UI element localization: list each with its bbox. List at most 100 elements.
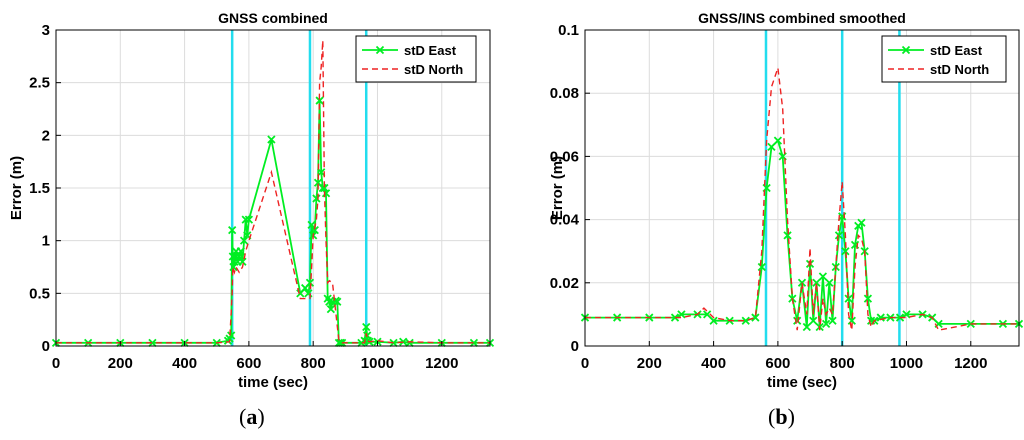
data-point-marker [703,310,712,319]
data-point-marker [844,294,853,303]
caption-letter: b [775,404,788,429]
plot-area [585,30,1019,346]
caption-letter: a [246,404,258,429]
data-point-marker [809,316,818,325]
legend: stD East stD North [355,35,477,83]
series-line-stD-north [56,40,490,344]
panel-b-caption: (b) [768,404,795,430]
y-tick-label: 0.04 [550,212,580,229]
data-point-marker [238,257,247,266]
y-tick-label: 0.1 [558,22,579,39]
data-point-marker [821,319,831,329]
axes-frame [584,29,1020,347]
legend-label-stD-north: stD North [404,62,463,77]
legend: stD East stD North [881,35,1007,83]
data-point-marker [334,338,344,347]
caption-open-paren: ( [239,404,247,429]
y-tick-label: 0 [42,338,50,355]
data-point-marker [751,313,760,322]
x-tick-label: 400 [701,355,726,372]
chart-panel-a: 0 200 400 600 800 1000 1200 0 0.5 1 1.5 2 2.5 3 GNSS c… [8,10,495,391]
data-point-marker [805,259,815,268]
data-point-marker [321,189,331,198]
data-point-marker [305,278,315,287]
data-point-marker [741,316,750,325]
data-point-marker [902,310,911,319]
data-point-marker [336,338,345,347]
x-tick-label: 400 [172,355,197,372]
x-tick-label: 200 [108,355,133,372]
caption-close-paren: ) [257,404,265,429]
data-point-marker [847,316,856,325]
data-point-marker [841,247,850,256]
series-line-stD-east [585,138,1019,328]
data-point-marker [267,135,276,144]
y-tick-label: 3 [42,22,50,39]
data-point-marker [325,297,334,306]
data-point-marker [389,338,398,347]
data-point-marker [802,322,811,332]
x-tick-label: 800 [301,355,326,372]
data-point-marker [228,225,237,235]
x-tick-label: 200 [637,355,662,372]
data-point-marker [857,218,866,227]
data-point-marker [863,294,873,303]
data-point-marker [677,310,686,319]
x-tick-label: 1200 [954,355,987,372]
chart-title: GNSS/INS combined smoothed [698,10,906,26]
x-axis-label: time (sec) [238,374,308,391]
x-tick-label: 600 [765,355,790,372]
legend-box [881,35,1007,83]
y-tick-label: 0.02 [550,275,579,292]
x-tick-label: 1200 [425,355,458,372]
x-axis-label: time (sec) [767,374,837,391]
data-point-marker [236,247,245,256]
data-point-marker [828,316,837,325]
data-point-marker [825,278,834,287]
y-tick-label: 2 [42,127,50,144]
data-point-marker [244,215,254,224]
y-tick-label: 1.5 [29,180,50,197]
y-tick-label: 0.06 [550,148,579,165]
data-point-marker [307,220,316,230]
chart-title: GNSS combined [218,10,328,26]
x-tick-label: 800 [830,355,855,372]
x-tick-label: 0 [581,355,589,372]
data-point-marker [773,136,783,145]
data-point-marker [310,225,319,235]
chart-panel-b: 0 200 400 600 800 1000 1200 0 0.02 0.04 0.06 0.08 0.… [549,10,1024,391]
data-point-marker [362,322,371,332]
legend-marker-stD-east [375,45,385,55]
y-tick-label: 1 [42,233,50,250]
y-tick-label: 0.5 [29,285,50,302]
data-point-marker [241,215,250,224]
y-axis-label: Error (m) [549,156,566,220]
data-point-marker [318,183,327,193]
y-tick-label: 2.5 [29,75,50,92]
data-point-marker [709,316,718,325]
data-point-marker [227,331,236,340]
x-tick-label: 0 [52,355,60,372]
data-point-marker [148,338,157,347]
caption-close-paren: ) [787,404,795,429]
data-point-marker [239,236,249,245]
y-tick-label: 0 [571,338,579,355]
caption-open-paren: ( [768,404,776,429]
data-point-marker [469,338,479,347]
y-axis-label: Error (m) [8,156,25,220]
data-point-marker [818,272,828,281]
data-point-marker [783,231,792,240]
legend-label-stD-east: stD East [930,43,983,58]
data-point-marker [834,231,844,240]
panel-a-caption: (a) [239,404,265,430]
x-tick-label: 1000 [890,355,923,372]
data-point-marker [876,313,885,322]
data-point-marker [405,338,414,347]
legend-label-stD-north: stD North [930,62,989,77]
y-tick-label: 0.08 [550,85,579,102]
data-point-marker [315,96,324,105]
data-point-marker [326,304,336,314]
legend-label-stD-east: stD East [404,43,457,58]
x-tick-label: 600 [236,355,261,372]
